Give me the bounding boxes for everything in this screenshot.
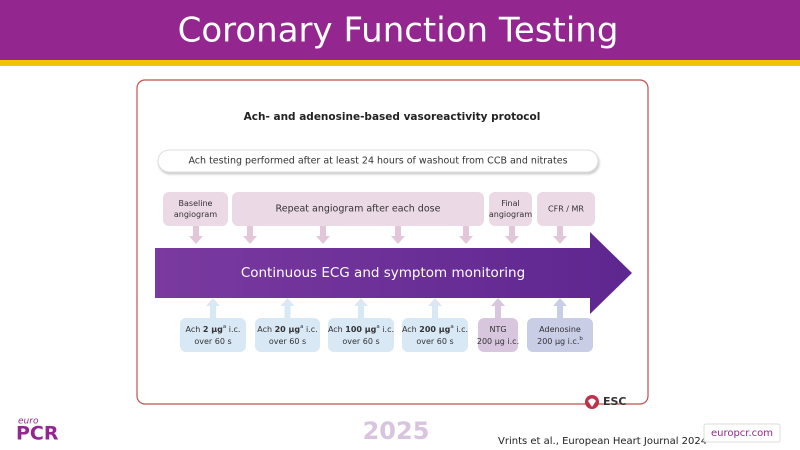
logo-top: euro [18,417,39,427]
dose-part: Ach [186,325,203,334]
dose-line2: over 60 s [194,337,231,346]
dose-part: a [300,324,303,330]
top-box-text: CFR / MR [548,205,584,214]
site: europcr.com [711,428,773,439]
dose-part: Adenosine [539,325,581,334]
dose-line2: over 60 s [269,337,306,346]
top-box-text: angiogram [174,210,217,219]
note-text: Ach testing performed after at least 24 … [188,156,567,167]
year: 2025 [363,417,430,445]
dose-box [328,318,394,352]
down-arrow [189,226,203,244]
dose-part: 200 μg i.c. [477,337,519,346]
dose-box [180,318,246,352]
top-box-text: angiogram [489,210,532,219]
dose-line2: 200 μg i.c.b [537,336,583,346]
up-arrow [206,298,220,318]
down-arrow [505,226,519,244]
dose-part: 200 μg i.c. [537,337,579,346]
dose-part: Ach [328,325,345,334]
dose-part: over 60 s [194,337,231,346]
dose-box [402,318,468,352]
dose-box [478,318,518,352]
top-box [537,192,595,226]
dose-part: i.c. [226,325,240,334]
dose-part: a [450,324,453,330]
header-stripe [0,60,800,66]
dose-part: over 60 s [342,337,379,346]
dose-line1: NTG [489,325,506,334]
header-band [0,0,800,60]
down-arrow [243,226,257,244]
down-arrow [459,226,473,244]
dose-line1: Ach 100 μga i.c. [328,324,394,334]
top-box [163,192,228,226]
dose-part: over 60 s [416,337,453,346]
slide-title: Coronary Function Testing [178,11,619,51]
top-box-text: Final [501,199,519,208]
dose-part: 100 μg [345,325,376,334]
top-boxes: Baseline angiogram Repeat angiogram after … [163,192,595,244]
figure-title: Ach- and adenosine-based vasoreactivity … [244,111,541,123]
top-box-text: Repeat angiogram after each dose [276,204,441,215]
monitoring-arrow [155,232,632,314]
top-box [489,192,532,226]
dose-line2: over 60 s [416,337,453,346]
logo-main: PCR [16,423,59,445]
dose-part: 20 μg [275,325,301,334]
dose-line1: Ach 2 μga i.c. [186,324,241,334]
figure-frame [136,79,649,405]
top-box-text: Baseline [179,199,213,208]
dose-line1: Ach 200 μga i.c. [402,324,468,334]
citation: Vrints et al., European Heart Journal 20… [498,436,707,447]
dose-part: i.c. [380,325,394,334]
dose-part: NTG [489,325,506,334]
dose-part: i.c. [304,325,318,334]
dose-part: a [376,324,379,330]
dose-part: 200 μg [419,325,450,334]
dose-part: 2 μg [203,325,223,334]
dose-line2: 200 μg i.c. [477,337,519,346]
arrow-label: Continuous ECG and symptom monitoring [241,265,525,281]
dose-part: i.c. [454,325,468,334]
down-arrow [316,226,330,244]
esc-heart [588,398,596,407]
up-arrow [491,298,505,318]
up-arrow [553,298,567,318]
dose-part: Ach [257,325,274,334]
dose-line1: Adenosine [539,325,581,334]
down-arrow [553,226,567,244]
dose-box [255,318,320,352]
up-arrow [280,298,295,318]
dose-box [527,318,593,352]
dose-sup: b [579,336,583,342]
down-arrow [391,226,405,244]
esc-logo-text: ESC [603,395,627,408]
dose-line1: Ach 20 μga i.c. [257,324,318,334]
up-arrow [428,298,442,318]
dose-part: Ach [402,325,419,334]
note-pill [157,149,599,173]
up-arrow [354,298,368,318]
dose-part: over 60 s [269,337,306,346]
dose-part: a [223,324,226,330]
site-box [703,423,781,443]
top-box [232,192,484,226]
dose-line2: over 60 s [342,337,379,346]
